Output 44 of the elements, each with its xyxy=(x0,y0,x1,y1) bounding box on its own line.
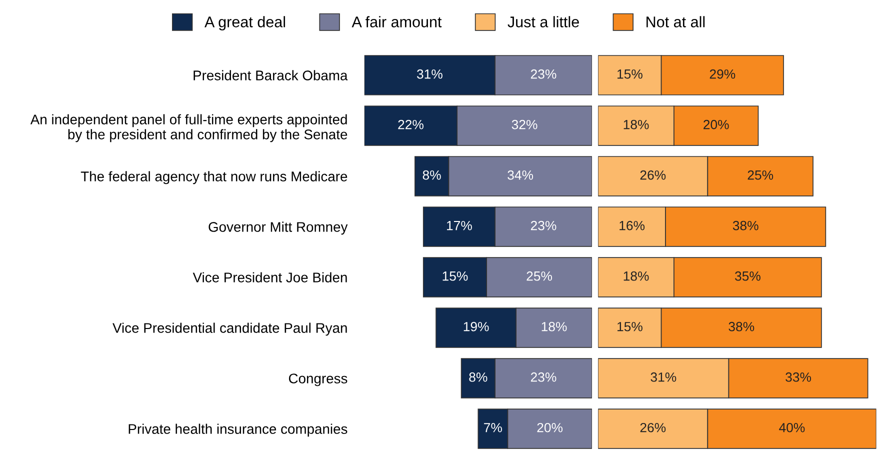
data-label: 20% xyxy=(704,120,729,130)
data-label: 23% xyxy=(530,69,556,79)
y-tick-label: Vice Presidential candidate Paul Ryan xyxy=(112,322,347,336)
data-label: 34% xyxy=(508,170,534,180)
data-label: 17% xyxy=(446,220,472,230)
data-label: 33% xyxy=(786,372,812,382)
data-label: 31% xyxy=(650,372,676,382)
data-label: 8% xyxy=(469,372,488,382)
y-tick-label: An independent panel of full-time experts appointed by the president and confirmed by the Senate xyxy=(30,114,348,142)
legend-label: A great deal xyxy=(204,16,286,30)
data-label: 32% xyxy=(512,120,538,130)
data-label: 29% xyxy=(710,69,736,79)
data-label: 38% xyxy=(732,220,758,230)
data-label: 26% xyxy=(640,422,666,432)
data-label: 18% xyxy=(624,120,649,130)
data-label: 18% xyxy=(542,322,567,332)
y-tick-label: Governor Mitt Romney xyxy=(208,222,348,235)
data-label: 20% xyxy=(537,422,563,432)
legend-label: A fair amount xyxy=(352,16,442,28)
y-tick-label: Congress xyxy=(288,374,348,386)
data-label: 15% xyxy=(618,322,642,332)
y-tick-label: Vice President Joe Biden xyxy=(192,272,347,282)
data-label: 38% xyxy=(728,322,754,332)
data-label: 22% xyxy=(398,120,424,130)
data-label: 16% xyxy=(620,220,645,230)
data-label: 8% xyxy=(422,170,441,180)
y-tick-label: The federal agency that now runs Medicare xyxy=(80,171,348,184)
data-label: 31% xyxy=(416,69,442,79)
data-label: 15% xyxy=(442,271,468,281)
data-label: 23% xyxy=(530,220,556,230)
data-label: 25% xyxy=(748,170,774,180)
data-label: 7% xyxy=(484,423,502,432)
legend-label: Not at all xyxy=(646,16,705,28)
data-label: 18% xyxy=(624,271,649,281)
y-tick-label: President Barack Obama xyxy=(194,70,348,80)
data-label: 25% xyxy=(526,271,552,281)
data-label: 26% xyxy=(640,170,666,180)
data-label: 15% xyxy=(618,69,642,79)
data-label: 40% xyxy=(779,422,805,432)
data-label: 35% xyxy=(735,271,760,281)
y-tick-label: Private health insurance companies xyxy=(128,424,348,437)
legend-label: Just a little xyxy=(508,16,579,28)
data-label: 23% xyxy=(530,372,556,382)
data-label: 19% xyxy=(464,322,489,332)
